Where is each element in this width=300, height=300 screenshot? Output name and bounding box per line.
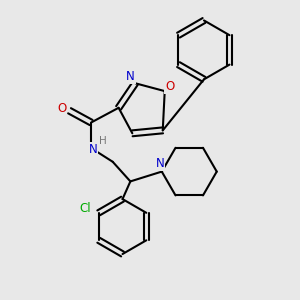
Text: N: N bbox=[155, 157, 164, 170]
Text: O: O bbox=[57, 102, 66, 115]
Text: N: N bbox=[89, 142, 98, 155]
Text: O: O bbox=[165, 80, 174, 93]
Text: Cl: Cl bbox=[79, 202, 91, 215]
Text: H: H bbox=[99, 136, 107, 146]
Text: N: N bbox=[126, 70, 135, 83]
